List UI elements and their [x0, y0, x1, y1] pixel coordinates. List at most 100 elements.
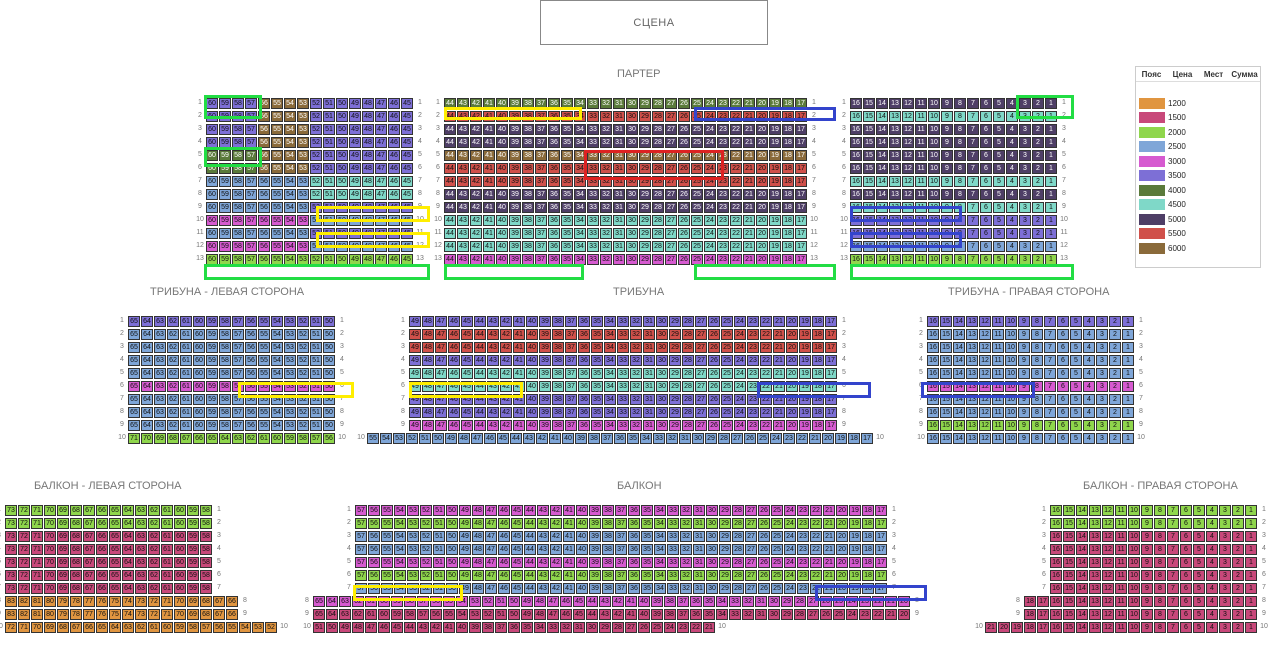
seat[interactable]: 26: [758, 517, 770, 529]
seat[interactable]: 42: [500, 380, 512, 392]
seat[interactable]: 54: [284, 123, 296, 135]
seat[interactable]: 5: [993, 201, 1005, 213]
seat[interactable]: 4: [1206, 569, 1218, 581]
seat[interactable]: 45: [401, 227, 413, 239]
seat[interactable]: 18: [782, 214, 794, 226]
seat[interactable]: 7: [967, 136, 979, 148]
seat[interactable]: 57: [245, 136, 257, 148]
seat[interactable]: 60: [206, 110, 218, 122]
seat[interactable]: 73: [5, 556, 17, 568]
seat[interactable]: 6: [1057, 393, 1069, 405]
seat[interactable]: 38: [664, 608, 676, 620]
seat[interactable]: 44: [444, 149, 456, 161]
seat[interactable]: 5: [993, 227, 1005, 239]
seat[interactable]: 5: [993, 162, 1005, 174]
seat[interactable]: 17: [875, 582, 887, 594]
seat[interactable]: 16: [1050, 517, 1062, 529]
seat[interactable]: 66: [83, 621, 95, 633]
seat[interactable]: 46: [560, 608, 572, 620]
seat[interactable]: 3: [1219, 621, 1231, 633]
seat[interactable]: 38: [552, 354, 564, 366]
seat[interactable]: 5: [1193, 556, 1205, 568]
seat[interactable]: 50: [446, 504, 458, 516]
seat[interactable]: 33: [667, 582, 679, 594]
seat[interactable]: 48: [362, 188, 374, 200]
seat[interactable]: 55: [271, 227, 283, 239]
seat[interactable]: 2: [1032, 253, 1044, 265]
seat[interactable]: 7: [1167, 608, 1179, 620]
seat[interactable]: 13: [1089, 556, 1101, 568]
seat[interactable]: 61: [365, 595, 377, 607]
seat[interactable]: 5: [1070, 406, 1082, 418]
seat[interactable]: 29: [669, 393, 681, 405]
seat[interactable]: 8: [954, 253, 966, 265]
seat[interactable]: 12: [902, 136, 914, 148]
seat[interactable]: 37: [615, 569, 627, 581]
seat[interactable]: 64: [141, 419, 153, 431]
seat[interactable]: 39: [509, 110, 521, 122]
seat[interactable]: 32: [600, 201, 612, 213]
seat[interactable]: 81: [31, 608, 43, 620]
seat[interactable]: 55: [381, 530, 393, 542]
seat[interactable]: 33: [729, 595, 741, 607]
seat[interactable]: 19: [769, 188, 781, 200]
seat[interactable]: 35: [591, 380, 603, 392]
seat[interactable]: 21: [743, 201, 755, 213]
seat[interactable]: 5: [993, 97, 1005, 109]
seat[interactable]: 24: [704, 123, 716, 135]
seat[interactable]: 29: [639, 97, 651, 109]
seat[interactable]: 20: [898, 608, 910, 620]
seat[interactable]: 60: [193, 341, 205, 353]
seat[interactable]: 20: [756, 162, 768, 174]
seat[interactable]: 70: [31, 621, 43, 633]
seat[interactable]: 15: [940, 341, 952, 353]
seat[interactable]: 49: [409, 380, 421, 392]
seat[interactable]: 40: [526, 315, 538, 327]
seat[interactable]: 49: [349, 227, 361, 239]
seat[interactable]: 22: [730, 97, 742, 109]
seat[interactable]: 24: [704, 136, 716, 148]
seat[interactable]: 60: [206, 188, 218, 200]
seat[interactable]: 23: [797, 556, 809, 568]
seat[interactable]: 61: [161, 530, 173, 542]
seat[interactable]: 63: [135, 517, 147, 529]
seat[interactable]: 58: [219, 393, 231, 405]
seat[interactable]: 24: [704, 175, 716, 187]
seat[interactable]: 30: [706, 556, 718, 568]
seat[interactable]: 23: [717, 149, 729, 161]
seat[interactable]: 37: [535, 97, 547, 109]
seat[interactable]: 14: [876, 162, 888, 174]
seat[interactable]: 39: [589, 504, 601, 516]
seat[interactable]: 15: [1063, 504, 1075, 516]
seat[interactable]: 46: [378, 621, 390, 633]
seat[interactable]: 21: [743, 240, 755, 252]
seat[interactable]: 38: [552, 380, 564, 392]
seat[interactable]: 3: [1096, 380, 1108, 392]
seat[interactable]: 24: [734, 406, 746, 418]
seat[interactable]: 13: [966, 432, 978, 444]
seat[interactable]: 16: [850, 97, 862, 109]
seat[interactable]: 24: [784, 517, 796, 529]
seat[interactable]: 22: [730, 162, 742, 174]
seat[interactable]: 60: [206, 136, 218, 148]
seat[interactable]: 29: [599, 621, 611, 633]
seat[interactable]: 4: [1206, 595, 1218, 607]
seat[interactable]: 29: [669, 354, 681, 366]
seat[interactable]: 50: [323, 380, 335, 392]
seat[interactable]: 39: [509, 201, 521, 213]
seat[interactable]: 65: [109, 556, 121, 568]
seat[interactable]: 73: [5, 530, 17, 542]
seat[interactable]: 13: [889, 162, 901, 174]
seat[interactable]: 20: [836, 556, 848, 568]
seat[interactable]: 8: [954, 240, 966, 252]
seat[interactable]: 15: [863, 123, 875, 135]
seat[interactable]: 41: [483, 175, 495, 187]
seat[interactable]: 22: [730, 188, 742, 200]
seat[interactable]: 36: [578, 419, 590, 431]
seat[interactable]: 41: [563, 556, 575, 568]
seat[interactable]: 13: [1089, 569, 1101, 581]
seat[interactable]: 20: [836, 504, 848, 516]
seat[interactable]: 65: [109, 530, 121, 542]
seat[interactable]: 81: [31, 595, 43, 607]
seat[interactable]: 8: [1031, 406, 1043, 418]
